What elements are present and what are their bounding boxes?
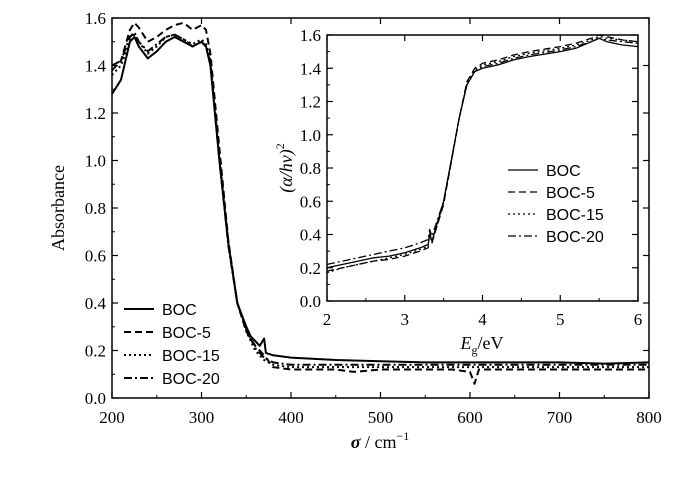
inset-x-axis-sub: g	[472, 343, 478, 357]
y-tick-label: 1.6	[300, 26, 321, 45]
y-tick-label: 1.6	[85, 9, 106, 28]
y-tick-label: 0.6	[300, 192, 321, 211]
inset-y-axis-exp: 2	[273, 143, 287, 149]
y-tick-label: 0.0	[85, 389, 106, 408]
x-tick-label: 3	[401, 310, 410, 329]
legend-label: BOC-15	[546, 207, 604, 224]
inset-y-axis-title: (α/hν)2	[273, 143, 297, 192]
inset-legend: BOC BOC-5 BOC-15 BOC-20	[508, 163, 604, 246]
x-tick-label: 2	[323, 310, 332, 329]
legend-label: BOC	[162, 302, 197, 319]
y-tick-label: 0.4	[85, 294, 107, 313]
main-legend: BOC BOC-5 BOC-15 BOC-20	[124, 302, 220, 388]
inset-x-axis-unit: /eV	[478, 333, 504, 353]
x-tick-label: 300	[189, 408, 215, 427]
inset-y-axis-main: (α/hν)	[276, 149, 297, 192]
main-series-group	[111, 21, 650, 385]
x-tick-label: 200	[99, 408, 125, 427]
inset-x-axis-symbol: E	[460, 333, 472, 353]
y-tick-label: 1.4	[85, 57, 107, 76]
legend-label: BOC-20	[546, 229, 604, 246]
x-tick-label: 5	[556, 310, 565, 329]
legend-label: BOC-15	[162, 348, 220, 365]
y-tick-label: 0.8	[300, 159, 321, 178]
legend-label: BOC-5	[546, 185, 595, 202]
series-line-boc-15	[111, 33, 649, 369]
legend-label: BOC	[546, 163, 581, 180]
legend-label: BOC-5	[162, 325, 211, 342]
x-tick-label: 4	[478, 310, 487, 329]
y-tick-label: 0.2	[85, 342, 106, 361]
y-tick-label: 1.0	[300, 126, 321, 145]
y-tick-label: 0.6	[85, 247, 106, 266]
y-tick-label: 0.0	[300, 292, 321, 311]
y-tick-label: 0.8	[85, 199, 106, 218]
x-tick-label: 700	[547, 408, 573, 427]
main-ticks	[111, 17, 650, 399]
x-tick-label: 500	[368, 408, 394, 427]
series-line-boc-20	[326, 37, 639, 266]
y-tick-label: 1.2	[85, 104, 106, 123]
inset-tick-labels: 2 3 4 5 6 0.0 0.2 0.4 0.6 0.8 1.0 1.2 1.4 1.6	[300, 26, 643, 329]
x-tick-label: 600	[457, 408, 483, 427]
x-tick-label: 400	[278, 408, 304, 427]
main-x-axis-exp: −1	[396, 429, 409, 443]
series-line-boc-20	[111, 31, 649, 366]
main-x-axis-title: σ / cm−1	[351, 429, 410, 452]
main-y-axis-title: Absorbance	[48, 165, 68, 251]
y-tick-label: 1.4	[300, 59, 322, 78]
x-tick-label: 800	[636, 408, 662, 427]
inset-series-group	[326, 34, 639, 274]
main-x-axis-unit: cm	[374, 432, 396, 452]
inset-ticks	[326, 34, 639, 302]
main-x-axis-symbol: σ	[351, 432, 362, 452]
x-tick-label: 6	[634, 310, 643, 329]
y-tick-label: 1.0	[85, 152, 106, 171]
y-tick-label: 1.2	[300, 93, 321, 112]
main-tick-labels: 200 300 400 500 600 700 800 0.0 0.2 0.4 0.6 0.8 1.0 1…	[85, 9, 662, 427]
y-tick-label: 0.2	[300, 259, 321, 278]
legend-label: BOC-20	[162, 371, 220, 388]
y-tick-label: 0.4	[300, 226, 322, 245]
inset-x-axis-title: Eg/eV	[460, 333, 504, 357]
